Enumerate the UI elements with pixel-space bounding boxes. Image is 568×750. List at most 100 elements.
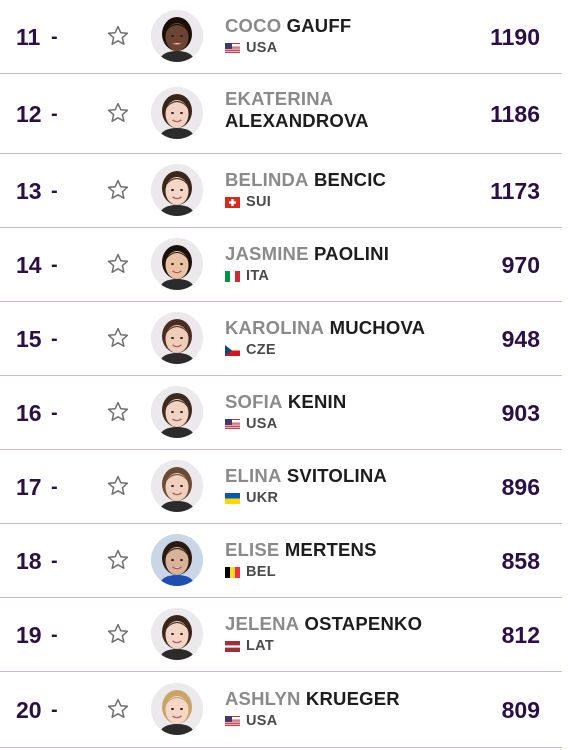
country-code: SUI bbox=[246, 194, 272, 210]
ranking-points: 812 bbox=[501, 622, 540, 648]
ranking-row[interactable]: 11- COCO GAUFF USA 1190 bbox=[0, 0, 562, 74]
ranking-row[interactable]: 17- ELINA SVITOLINA UKR 896 bbox=[0, 450, 562, 524]
rank-movement: - bbox=[51, 476, 58, 498]
player-country: USA bbox=[225, 416, 278, 432]
player-last-name: PAOLINI bbox=[313, 243, 390, 264]
rank-number: 12 bbox=[16, 101, 42, 127]
favorite-star-icon[interactable] bbox=[106, 400, 130, 424]
player-first-name: ASHLYN bbox=[225, 688, 301, 709]
player-last-name: BENCIC bbox=[313, 169, 387, 190]
player-name[interactable]: ELISE MERTENS bbox=[225, 539, 377, 561]
ranking-row[interactable]: 14- JASMINE PAOLINI ITA 970 bbox=[0, 228, 562, 302]
ranking-points: 1173 bbox=[490, 178, 540, 204]
country-flag-icon bbox=[225, 640, 240, 652]
country-code: CZE bbox=[246, 342, 276, 358]
rank-number: 11 bbox=[16, 24, 41, 50]
player-last-name: OSTAPENKO bbox=[304, 613, 423, 634]
rank-movement: - bbox=[51, 103, 58, 125]
rank-movement: - bbox=[51, 254, 58, 276]
player-country: CZE bbox=[225, 342, 276, 358]
favorite-star-icon[interactable] bbox=[106, 252, 130, 276]
player-name[interactable]: JASMINE PAOLINI bbox=[225, 243, 389, 265]
player-name[interactable]: JELENA OSTAPENKO bbox=[225, 613, 422, 635]
country-code: BEL bbox=[246, 564, 276, 580]
favorite-star-icon[interactable] bbox=[106, 548, 130, 572]
player-avatar bbox=[151, 10, 203, 62]
player-name[interactable]: KAROLINA MUCHOVA bbox=[225, 317, 425, 339]
country-code: USA bbox=[246, 416, 278, 432]
player-avatar bbox=[151, 238, 203, 290]
player-last-name: SVITOLINA bbox=[286, 465, 387, 486]
player-name[interactable]: BELINDA BENCIC bbox=[225, 169, 386, 191]
ranking-row[interactable]: 20- ASHLYN KRUEGER USA 809 bbox=[0, 672, 562, 748]
favorite-star-icon[interactable] bbox=[106, 622, 130, 646]
rank-movement: - bbox=[51, 550, 58, 572]
player-country: USA bbox=[225, 713, 278, 729]
country-flag-icon bbox=[225, 566, 240, 578]
ranking-row[interactable]: 19- JELENA OSTAPENKO LAT 812 bbox=[0, 598, 562, 672]
favorite-star-icon[interactable] bbox=[106, 101, 130, 125]
ranking-points: 896 bbox=[501, 474, 540, 500]
ranking-row[interactable]: 18- ELISE MERTENS BEL 858 bbox=[0, 524, 562, 598]
country-flag-icon bbox=[225, 42, 240, 54]
favorite-star-icon[interactable] bbox=[106, 24, 130, 48]
player-last-name: MUCHOVA bbox=[329, 317, 426, 338]
player-first-name: ELINA bbox=[225, 465, 282, 486]
player-last-name: KRUEGER bbox=[305, 688, 400, 709]
player-avatar bbox=[151, 460, 203, 512]
player-first-name: ELISE bbox=[225, 539, 280, 560]
player-name[interactable]: SOFIA KENIN bbox=[225, 391, 346, 413]
player-avatar bbox=[151, 164, 203, 216]
country-flag-icon bbox=[225, 270, 240, 282]
player-first-name: JELENA bbox=[225, 613, 300, 634]
ranking-points: 809 bbox=[501, 697, 540, 723]
country-code: LAT bbox=[246, 638, 275, 654]
rank-number: 18 bbox=[16, 548, 42, 574]
player-country: LAT bbox=[225, 638, 275, 654]
rank-number: 16 bbox=[16, 400, 42, 426]
rank-number: 20 bbox=[16, 697, 42, 723]
player-name[interactable]: ELINA SVITOLINA bbox=[225, 465, 387, 487]
country-flag-icon bbox=[225, 418, 240, 430]
player-first-name: BELINDA bbox=[225, 169, 309, 190]
rank-number: 19 bbox=[16, 622, 42, 648]
ranking-points: 948 bbox=[501, 326, 540, 352]
rank-number: 14 bbox=[16, 252, 42, 278]
player-country: USA bbox=[225, 40, 278, 56]
favorite-star-icon[interactable] bbox=[106, 697, 130, 721]
ranking-row[interactable]: 12- EKATERINA ALEXANDROVA 1186 bbox=[0, 74, 562, 154]
rank-movement: - bbox=[51, 328, 58, 350]
player-name[interactable]: EKATERINA ALEXANDROVA bbox=[225, 88, 369, 132]
player-name[interactable]: COCO GAUFF bbox=[225, 15, 351, 37]
player-last-name: GAUFF bbox=[286, 15, 352, 36]
rank-movement: - bbox=[51, 26, 58, 48]
ranking-row[interactable]: 15- KAROLINA MUCHOVA CZE 948 bbox=[0, 302, 562, 376]
rank-number: 13 bbox=[16, 178, 42, 204]
favorite-star-icon[interactable] bbox=[106, 474, 130, 498]
player-first-name: SOFIA bbox=[225, 391, 283, 412]
player-avatar bbox=[151, 386, 203, 438]
rank-number: 17 bbox=[16, 474, 42, 500]
ranking-row[interactable]: 13- BELINDA BENCIC SUI 1173 bbox=[0, 154, 562, 228]
ranking-row[interactable]: 16- SOFIA KENIN USA 903 bbox=[0, 376, 562, 450]
ranking-points: 858 bbox=[501, 548, 540, 574]
player-avatar bbox=[151, 312, 203, 364]
ranking-points: 970 bbox=[501, 252, 540, 278]
country-code: USA bbox=[246, 713, 278, 729]
player-first-name: EKATERINA bbox=[225, 88, 334, 109]
rank-movement: - bbox=[51, 624, 58, 646]
player-name[interactable]: ASHLYN KRUEGER bbox=[225, 688, 400, 710]
country-flag-icon bbox=[225, 196, 240, 208]
favorite-star-icon[interactable] bbox=[106, 326, 130, 350]
country-flag-icon bbox=[225, 715, 240, 727]
player-avatar bbox=[151, 87, 203, 139]
country-flag-icon bbox=[225, 344, 240, 356]
favorite-star-icon[interactable] bbox=[106, 178, 130, 202]
rank-movement: - bbox=[51, 402, 58, 424]
player-avatar bbox=[151, 534, 203, 586]
country-code: UKR bbox=[246, 490, 279, 506]
rank-number: 15 bbox=[16, 326, 42, 352]
player-country: BEL bbox=[225, 564, 276, 580]
player-avatar bbox=[151, 608, 203, 660]
player-country: UKR bbox=[225, 490, 279, 506]
